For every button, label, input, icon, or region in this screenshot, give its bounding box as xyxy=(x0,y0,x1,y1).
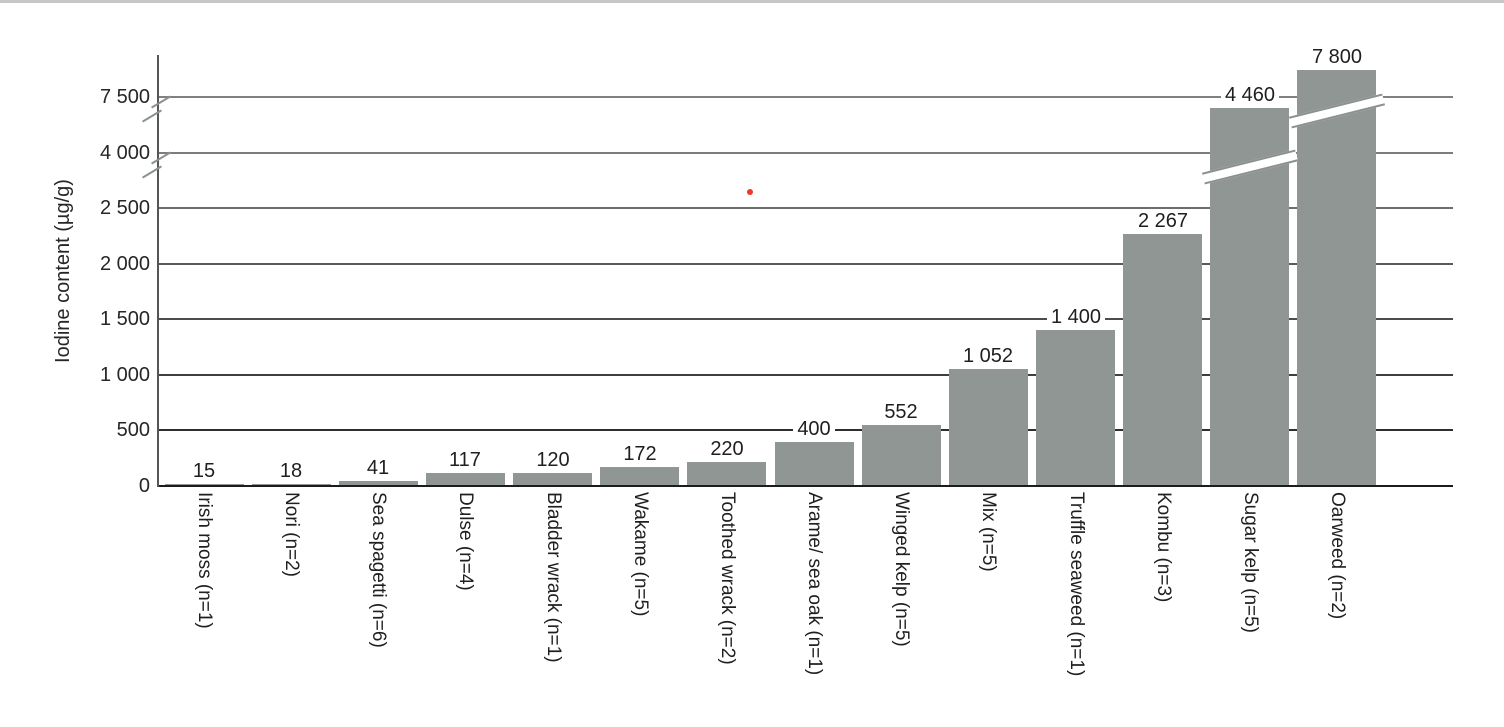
bar-value-label: 18 xyxy=(236,461,346,482)
bar-value-label: 1 400 xyxy=(1021,307,1131,328)
category-label-12: Kombu (n=3) xyxy=(1153,492,1174,603)
bar-value-label: 220 xyxy=(672,439,782,460)
y-tick-label-500: 500 xyxy=(116,419,150,441)
category-label-2: Nori (n=2) xyxy=(281,492,302,577)
bar-value-text: 18 xyxy=(275,461,307,482)
bar-5 xyxy=(513,473,592,485)
bar-value-text: 41 xyxy=(362,458,394,479)
y-tick-label-4000: 4 000 xyxy=(99,142,150,164)
red-dot xyxy=(747,189,753,195)
bar-value-label: 552 xyxy=(846,402,956,423)
bar-value-label: 400 xyxy=(759,419,869,440)
bar-7 xyxy=(687,462,766,485)
category-label-7: Toothed wrack (n=2) xyxy=(717,492,738,665)
bar-1 xyxy=(165,484,244,485)
gridline-4000 xyxy=(158,152,1453,154)
bar-value-label: 15 xyxy=(149,461,259,482)
bar-value-text: 172 xyxy=(619,444,661,465)
gridline-1000 xyxy=(158,374,1453,376)
bar-10 xyxy=(949,369,1028,485)
category-label-1: Irish moss (n=1) xyxy=(194,492,215,629)
page-top-border xyxy=(0,0,1504,3)
bar-4 xyxy=(426,473,505,485)
bar-3 xyxy=(339,481,418,485)
bar-11 xyxy=(1036,330,1115,485)
category-label-13: Sugar kelp (n=5) xyxy=(1240,492,1261,633)
y-axis-line xyxy=(157,55,159,487)
category-label-5: Bladder wrack (n=1) xyxy=(543,492,564,663)
category-label-8: Arame/ sea oak (n=1) xyxy=(804,492,825,676)
bar-value-label: 117 xyxy=(410,450,520,471)
y-tick-label-7500: 7 500 xyxy=(99,86,150,108)
gridline-1500 xyxy=(158,318,1453,320)
y-tick-label-1000: 1 000 xyxy=(99,364,150,386)
bar-value-label: 4 460 xyxy=(1195,85,1305,106)
bar-value-label: 7 800 xyxy=(1282,47,1392,68)
bar-value-text: 1 400 xyxy=(1046,307,1106,328)
bar-value-label: 120 xyxy=(498,450,608,471)
bar-value-text: 117 xyxy=(445,450,485,471)
bar-value-text: 120 xyxy=(532,450,574,471)
bar-value-label: 2 267 xyxy=(1108,211,1218,232)
bar-6 xyxy=(600,467,679,485)
y-tick-label-2500: 2 500 xyxy=(99,197,150,219)
category-label-10: Mix (n=5) xyxy=(978,492,999,572)
bar-12 xyxy=(1123,234,1202,485)
bar-8 xyxy=(775,442,854,485)
bar-14 xyxy=(1297,70,1376,485)
gridline-2500 xyxy=(158,207,1453,209)
gridline-0 xyxy=(158,485,1453,487)
bar-value-label: 172 xyxy=(585,444,695,465)
y-tick-label-1500: 1 500 xyxy=(99,308,150,330)
category-label-6: Wakame (n=5) xyxy=(630,492,651,617)
bar-value-text: 220 xyxy=(706,439,748,460)
gridline-2000 xyxy=(158,263,1453,265)
bar-2 xyxy=(252,484,331,485)
bar-value-label: 41 xyxy=(323,458,433,479)
bar-value-text: 400 xyxy=(793,419,835,440)
gridline-7500 xyxy=(158,96,1453,98)
bar-value-text: 2 267 xyxy=(1133,211,1193,232)
bar-value-text: 7 800 xyxy=(1307,47,1367,68)
category-label-3: Sea spagetti (n=6) xyxy=(368,492,389,648)
category-label-11: Truffle seaweed (n=1) xyxy=(1066,492,1087,677)
y-tick-label-0: 0 xyxy=(138,475,150,497)
bar-value-text: 15 xyxy=(188,461,220,482)
category-label-9: Winged kelp (n=5) xyxy=(891,492,912,647)
bar-value-label: 1 052 xyxy=(933,346,1043,367)
category-label-14: Oarweed (n=2) xyxy=(1327,492,1348,620)
bar-value-text: 1 052 xyxy=(958,346,1018,367)
y-tick-label-2000: 2 000 xyxy=(99,253,150,275)
bar-value-text: 4 460 xyxy=(1220,85,1280,106)
category-label-4: Dulse (n=4) xyxy=(455,492,476,591)
bar-value-text: 552 xyxy=(880,402,922,423)
bar-9 xyxy=(862,425,941,485)
